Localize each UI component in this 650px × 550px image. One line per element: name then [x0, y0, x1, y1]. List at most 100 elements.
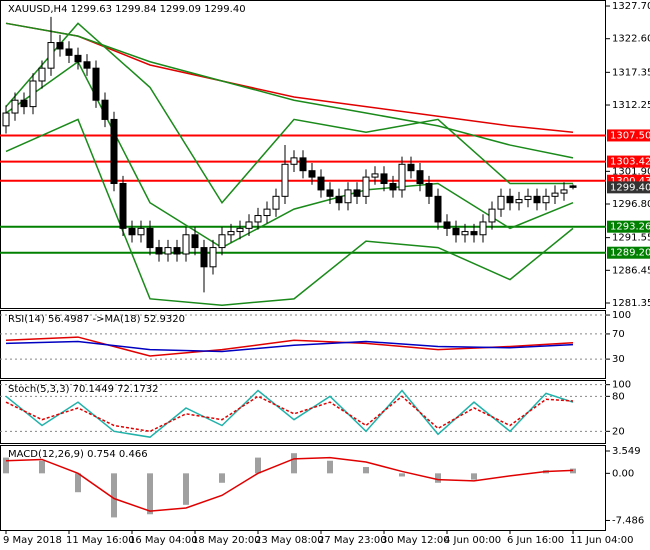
indicator-line [5, 456, 574, 512]
candle-body [47, 42, 55, 69]
plot-area [3, 453, 576, 518]
histogram-bar [39, 460, 45, 474]
candle-body [29, 80, 37, 108]
candle-body [524, 195, 532, 201]
candle-body [110, 118, 118, 185]
candle-body [569, 185, 577, 188]
candle-body [506, 195, 514, 204]
x-tick-label: 11 Jun 04:00 [570, 535, 634, 546]
candle-body [56, 42, 64, 50]
candle-body [515, 199, 523, 204]
candle-body [245, 221, 253, 229]
candle-body [353, 189, 361, 197]
candle-body [542, 195, 550, 204]
histogram-bar [219, 473, 225, 483]
y-tick-label: 1322.60 [612, 34, 650, 45]
plot-area [0, 314, 606, 360]
y-tick-label: 1286.45 [612, 265, 650, 276]
candle-body [200, 247, 208, 268]
y-tick-label: 80 [612, 391, 625, 402]
histogram-bar [399, 473, 405, 477]
level-label: 1293.26 [610, 222, 650, 233]
level-tag [607, 155, 650, 168]
candle-body [362, 176, 370, 197]
candle-body [182, 234, 190, 255]
candle-body [101, 99, 109, 120]
price-label: 1299.40 [610, 182, 650, 193]
level-label: 1300.43 [610, 176, 650, 187]
candle-body [92, 67, 100, 101]
plot-area [0, 16, 606, 306]
panel-title: Stoch(5,3,3) 70.1449 72.1732 [8, 384, 159, 395]
indicator-line [5, 22, 573, 204]
candle-body [497, 195, 505, 210]
candle-body [335, 195, 343, 204]
candle-body [434, 195, 442, 223]
candle-body [209, 247, 217, 268]
panel-frame [0, 310, 606, 379]
candle-body [74, 54, 82, 63]
histogram-bar [111, 473, 117, 518]
panel-title: RSI(14) 56.4987 ->MA(18) 52.9320 [8, 314, 185, 325]
y-tick-label: 1281.35 [612, 298, 650, 309]
price-tag [607, 181, 650, 194]
histogram-bar [435, 473, 441, 483]
level-tag [607, 220, 650, 233]
candle-body [533, 195, 541, 204]
y-tick-label: 100 [612, 380, 631, 391]
candle-body [65, 48, 73, 56]
candle-body [20, 99, 28, 108]
histogram-bar [183, 473, 189, 505]
candle-body [236, 227, 244, 233]
y-tick-label: 1296.80 [612, 199, 650, 210]
x-tick-label: 4 Jun 00:00 [444, 535, 501, 546]
panel-frame [0, 445, 606, 531]
candle-body [425, 183, 433, 197]
candle-body [380, 173, 388, 185]
candle-body [299, 157, 307, 172]
level-tag [607, 246, 650, 259]
candle-body [326, 189, 334, 197]
histogram-bar [147, 473, 153, 515]
candle-body [407, 163, 415, 172]
candle-body [344, 189, 352, 204]
x-tick-label: 11 May 16:00 [66, 535, 135, 546]
candle-body [470, 231, 478, 236]
candle-body [263, 208, 271, 217]
candle-body [218, 234, 226, 249]
candle-body [308, 170, 316, 178]
candle-body [371, 173, 379, 178]
level-label: 1307.50 [610, 130, 650, 141]
candle-body [317, 176, 325, 191]
y-tick-label: -7.486 [612, 515, 644, 526]
candle-body [11, 99, 19, 114]
panel-frame [0, 380, 606, 444]
level-tag [607, 129, 650, 142]
panel-title: XAUUSD,H4 1299.63 1299.84 1299.09 1299.4… [8, 4, 246, 15]
y-tick-label: 70 [612, 329, 625, 340]
candle-body [461, 231, 469, 236]
x-tick-label: 9 May 2018 [3, 535, 62, 546]
candle-body [227, 231, 235, 236]
histogram-bar [75, 473, 81, 493]
indicator-line [5, 389, 574, 438]
candle-body [137, 227, 145, 236]
candle-body [155, 247, 163, 255]
candle-body [2, 112, 10, 127]
histogram-bar [363, 467, 369, 474]
candle-body [560, 189, 568, 194]
x-tick-label: 30 May 12:00 [381, 535, 450, 546]
candle-body [173, 247, 181, 255]
indicator-line [5, 118, 574, 306]
histogram-bar [471, 473, 477, 480]
level-label: 1289.20 [610, 248, 650, 259]
histogram-bar [291, 453, 297, 474]
candle-body [146, 227, 154, 249]
plot-area [0, 384, 606, 438]
y-tick-label: 1327.70 [612, 1, 650, 12]
candle-body [443, 221, 451, 229]
y-tick-label: 1317.35 [612, 67, 650, 78]
candle-body [389, 183, 397, 191]
candle-body [488, 208, 496, 223]
candle-body [479, 221, 487, 236]
